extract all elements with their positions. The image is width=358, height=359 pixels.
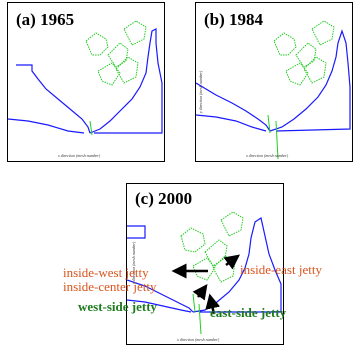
x-axis-label: x direction (mesh number) — [58, 153, 101, 158]
land-block-1 — [85, 32, 109, 56]
arrow-inside-east — [223, 254, 240, 270]
coastline-west-1965 — [8, 118, 85, 134]
panel-label: (a) 1965 — [16, 10, 75, 29]
label-inside-west-jetty: inside-west jetty — [63, 265, 149, 280]
map-1965 — [8, 20, 163, 136]
land-block-2 — [107, 42, 129, 68]
panel-label: (b) 1984 — [204, 10, 264, 29]
jetty-1984 — [267, 114, 279, 160]
arrow-west-side — [192, 283, 208, 301]
x-axis-label: x direction (mesh number) — [177, 337, 220, 342]
arrow-east-side — [205, 293, 221, 315]
coastline-1984 — [196, 29, 351, 132]
land-block-3 — [115, 56, 139, 84]
panel-label: (c) 2000 — [135, 189, 193, 208]
coastline-2000 — [127, 217, 282, 313]
panel-2000: (c) 2000 y direction (mesh number) x dir… — [126, 183, 284, 345]
panel-1965: (a) 1965 x direction (mesh number) — [7, 2, 165, 162]
coastline-1965 — [16, 28, 163, 134]
x-axis-label: x direction (mesh number) — [246, 153, 289, 158]
label-east-side-jetty: east-side jetty — [210, 305, 287, 320]
label-inside-center-jetty: inside-center jetty — [63, 279, 157, 294]
jetty-1965 — [89, 120, 93, 136]
panel-1984: (b) 1984 y direction (mesh number) x dir… — [195, 2, 353, 162]
label-west-side-jetty: west-side jetty — [78, 299, 158, 314]
map-1984 — [196, 20, 351, 160]
land-block-5 — [97, 62, 121, 86]
label-inside-east-jetty: inside-east jetty — [240, 262, 322, 277]
